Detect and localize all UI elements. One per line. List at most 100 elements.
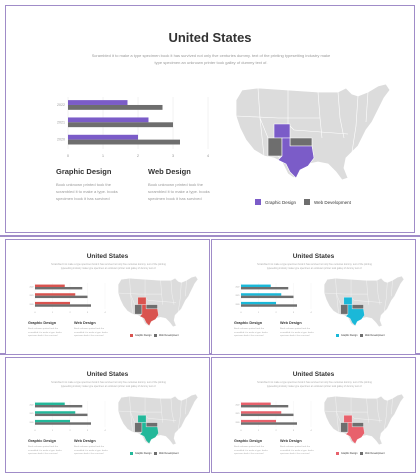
state-texas bbox=[139, 304, 159, 326]
legend-item-web-development: Web Development bbox=[154, 452, 179, 455]
legend-swatch bbox=[154, 334, 157, 337]
x-tick-label: 3 bbox=[87, 312, 89, 314]
bar-chart-svg: 0 1 2 3 4 2022 2021 2020 bbox=[30, 401, 106, 432]
legend-swatch bbox=[255, 199, 261, 205]
x-tick-label: 4 bbox=[310, 430, 312, 432]
state-oklahoma bbox=[351, 304, 364, 310]
bar-series-1 bbox=[35, 293, 76, 296]
state-border bbox=[391, 398, 393, 415]
y-tick-label: 2020 bbox=[57, 138, 65, 142]
bar-series-1 bbox=[68, 134, 138, 140]
bar-series-2 bbox=[35, 295, 88, 299]
thumbnail-slide-red[interactable]: United States Scrambled it to make a typ… bbox=[5, 239, 210, 355]
section-title-graphic-design: Graphic Design bbox=[234, 439, 263, 443]
state-border bbox=[366, 280, 369, 305]
bar-series-2 bbox=[241, 286, 289, 290]
x-tick-label: 0 bbox=[240, 430, 242, 432]
state-colorado bbox=[137, 415, 147, 423]
bar-series-2 bbox=[35, 286, 83, 290]
slide-title: United States bbox=[292, 371, 335, 378]
bar-series-2 bbox=[35, 413, 88, 417]
bar-series-1 bbox=[68, 100, 128, 105]
legend-item-graphic-design: Graphic Design bbox=[130, 334, 151, 337]
x-tick-label: 1 bbox=[258, 430, 260, 432]
y-tick-label: 2022 bbox=[30, 404, 34, 406]
thumbnail-slide-cyan[interactable]: United States Scrambled it to make a typ… bbox=[211, 239, 416, 355]
usa-map bbox=[228, 78, 398, 188]
state-border bbox=[178, 400, 182, 431]
bar-chart-svg: 0 1 2 3 4 2022 2021 2020 bbox=[57, 97, 210, 158]
y-tick-label: 2022 bbox=[236, 286, 240, 288]
state-border bbox=[148, 418, 177, 421]
state-border bbox=[170, 398, 175, 423]
main-slide[interactable]: United States Scrambled it to make a typ… bbox=[5, 5, 415, 233]
bar-series-2 bbox=[35, 404, 83, 408]
section-title-graphic-design: Graphic Design bbox=[56, 167, 112, 176]
slide-subtitle: Scrambled it to make a type specimen boo… bbox=[257, 263, 372, 270]
legend-swatch bbox=[336, 334, 339, 337]
state-colorado bbox=[137, 297, 147, 305]
legend-item-graphic-design: Graphic Design bbox=[336, 334, 357, 337]
state-new-mexico bbox=[340, 304, 349, 315]
state-new-mexico bbox=[134, 304, 143, 315]
legend-item-graphic-design: Graphic Design bbox=[130, 452, 151, 455]
state-border bbox=[185, 280, 187, 297]
usa-map-icon bbox=[323, 275, 405, 328]
section-title-web-design: Web Design bbox=[74, 439, 96, 443]
bar-series-1 bbox=[241, 402, 271, 405]
section-title-web-design: Web Design bbox=[280, 321, 302, 325]
bar-series-2 bbox=[241, 295, 294, 299]
slide-subtitle: Scrambled it to make a type specimen boo… bbox=[51, 381, 166, 388]
state-border bbox=[351, 95, 359, 153]
x-tick-label: 3 bbox=[293, 430, 295, 432]
x-tick-label: 3 bbox=[87, 430, 89, 432]
state-border bbox=[376, 398, 381, 423]
state-border bbox=[376, 280, 381, 305]
bar-series-2 bbox=[35, 422, 91, 425]
legend-label: Web Development bbox=[159, 452, 179, 455]
state-border bbox=[178, 282, 182, 313]
x-tick-label: 0 bbox=[34, 312, 36, 314]
y-tick-label: 2021 bbox=[236, 295, 240, 297]
bar-series-1 bbox=[241, 301, 276, 305]
state-border bbox=[293, 129, 349, 135]
section-body-web-design: Book unknown printed took the scrambled … bbox=[74, 446, 108, 456]
x-tick-label: 2 bbox=[137, 153, 140, 158]
usa-map-icon bbox=[117, 393, 199, 446]
legend-item-graphic-design: Graphic Design bbox=[255, 199, 296, 205]
thumbnail-slide-teal[interactable]: United States Scrambled it to make a typ… bbox=[5, 357, 210, 473]
section-body-graphic-design: Book unknown printed took the scrambled … bbox=[28, 328, 62, 338]
x-tick-label: 2 bbox=[275, 430, 277, 432]
x-tick-label: 3 bbox=[172, 153, 175, 158]
state-border bbox=[148, 300, 177, 303]
section-body-graphic-design: Book unknown printed took the scrambled … bbox=[234, 446, 268, 456]
thumbnail-slide-coral[interactable]: United States Scrambled it to make a typ… bbox=[211, 357, 416, 473]
legend-item-web-development: Web Development bbox=[360, 334, 385, 337]
section-body-web-design: Book unknown printed took the scrambled … bbox=[280, 328, 314, 338]
state-border bbox=[118, 292, 162, 295]
x-tick-label: 1 bbox=[258, 312, 260, 314]
bar-series-1 bbox=[35, 411, 76, 414]
legend-item-web-development: Web Development bbox=[154, 334, 179, 337]
bar-series-2 bbox=[68, 104, 163, 110]
y-tick-label: 2022 bbox=[57, 103, 65, 107]
state-oklahoma bbox=[145, 304, 158, 310]
state-texas bbox=[139, 422, 159, 444]
state-oklahoma bbox=[145, 422, 158, 428]
divider bbox=[0, 235, 420, 237]
y-tick-label: 2020 bbox=[30, 422, 34, 424]
bar-series-2 bbox=[241, 404, 289, 408]
legend-swatch bbox=[360, 452, 363, 455]
usa-landmass bbox=[117, 275, 199, 328]
usa-landmass bbox=[323, 275, 405, 328]
section-body-web-design: Book unknown printed took the scrambled … bbox=[74, 328, 108, 338]
state-border bbox=[365, 91, 369, 123]
bar-chart: 0 1 2 3 4 2022 2021 2020 bbox=[23, 280, 108, 315]
usa-landmass bbox=[235, 83, 391, 181]
bar-chart-svg: 0 1 2 3 4 2022 2021 2020 bbox=[236, 283, 312, 314]
legend-label: Web Development bbox=[365, 334, 385, 337]
usa-map bbox=[320, 391, 408, 449]
state-texas bbox=[345, 422, 365, 444]
usa-map-icon bbox=[323, 393, 405, 446]
bar-series-2 bbox=[241, 422, 297, 425]
